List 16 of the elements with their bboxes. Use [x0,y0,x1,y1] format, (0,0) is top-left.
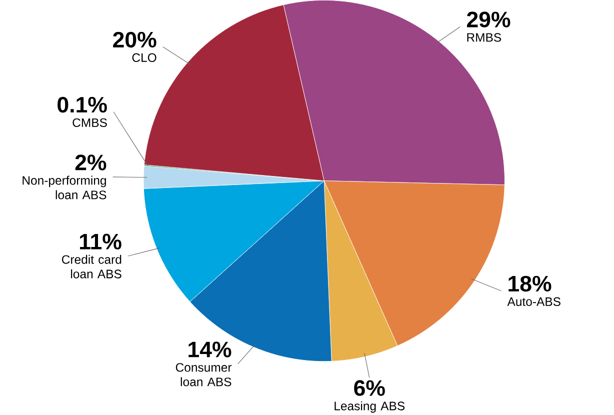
data-label: 6% [354,380,385,396]
data-label: 14% [188,342,232,358]
slice-label: CMBS [72,118,107,127]
slice-label: Consumer loan ABS [176,363,232,386]
data-label: 0.1% [58,96,107,113]
slice-label: Auto-ABS [507,297,560,306]
slice-label: RMBS [467,33,502,42]
data-label: 11% [80,234,122,250]
slice-label: Credit card loan ABS [62,254,122,278]
data-label: 29% [466,12,510,28]
slice-label: CLO [132,53,156,62]
data-label: 20% [113,32,156,48]
data-label: 2% [75,154,106,170]
slice-label: Leasing ABS [334,401,405,413]
data-label: 18% [508,276,552,292]
slice-label: Non-performing loan ABS [22,176,106,200]
